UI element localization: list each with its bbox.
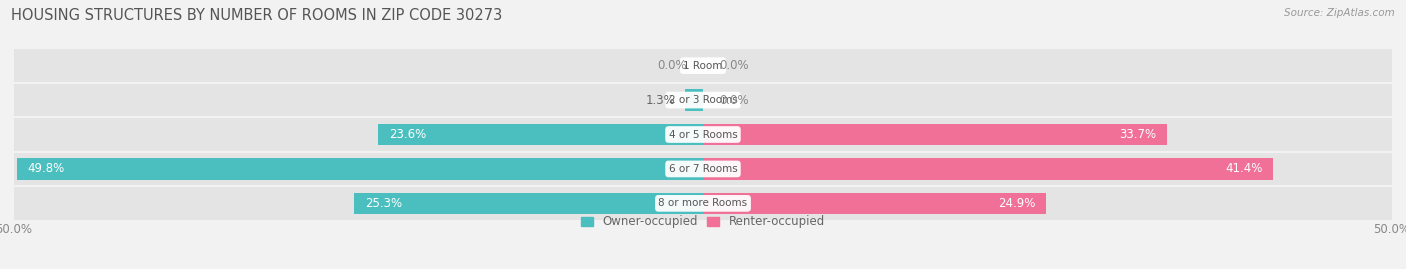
Bar xyxy=(703,193,1046,214)
Text: 8 or more Rooms: 8 or more Rooms xyxy=(658,198,748,208)
Text: 41.4%: 41.4% xyxy=(1225,162,1263,175)
Text: Source: ZipAtlas.com: Source: ZipAtlas.com xyxy=(1284,8,1395,18)
Text: 0.0%: 0.0% xyxy=(657,59,686,72)
Bar xyxy=(17,158,703,180)
Bar xyxy=(703,124,1167,145)
Text: 49.8%: 49.8% xyxy=(28,162,65,175)
Text: 0.0%: 0.0% xyxy=(720,59,749,72)
Text: 24.9%: 24.9% xyxy=(998,197,1035,210)
Text: 25.3%: 25.3% xyxy=(366,197,402,210)
Bar xyxy=(14,49,1392,82)
Bar xyxy=(14,84,1392,116)
Bar xyxy=(14,118,1392,151)
Text: 6 or 7 Rooms: 6 or 7 Rooms xyxy=(669,164,737,174)
Text: 1 Room: 1 Room xyxy=(683,61,723,71)
Text: 23.6%: 23.6% xyxy=(389,128,426,141)
Text: 2 or 3 Rooms: 2 or 3 Rooms xyxy=(669,95,737,105)
Bar xyxy=(14,153,1392,185)
Text: 1.3%: 1.3% xyxy=(645,94,675,107)
Legend: Owner-occupied, Renter-occupied: Owner-occupied, Renter-occupied xyxy=(581,215,825,228)
Bar xyxy=(703,158,1274,180)
Text: 0.0%: 0.0% xyxy=(720,94,749,107)
Bar xyxy=(14,187,1392,220)
Bar xyxy=(685,89,703,111)
Bar xyxy=(378,124,703,145)
Text: 4 or 5 Rooms: 4 or 5 Rooms xyxy=(669,129,737,140)
Text: 33.7%: 33.7% xyxy=(1119,128,1156,141)
Bar xyxy=(354,193,703,214)
Text: HOUSING STRUCTURES BY NUMBER OF ROOMS IN ZIP CODE 30273: HOUSING STRUCTURES BY NUMBER OF ROOMS IN… xyxy=(11,8,502,23)
